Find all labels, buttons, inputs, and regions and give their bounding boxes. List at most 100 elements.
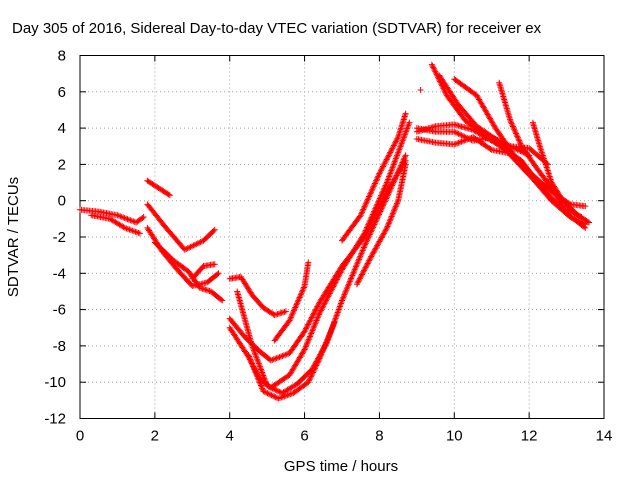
data-point	[305, 337, 312, 344]
data-point	[356, 254, 363, 261]
data-point	[512, 129, 519, 136]
data-point	[324, 336, 331, 343]
data-point	[378, 205, 385, 212]
data-point	[325, 293, 332, 300]
data-point	[373, 217, 380, 224]
data-point	[459, 132, 466, 139]
data-point	[304, 339, 311, 346]
data-point	[385, 191, 392, 198]
data-point	[215, 270, 222, 277]
x-tick-label: 12	[521, 428, 538, 445]
data-point	[373, 204, 380, 211]
data-point	[265, 383, 272, 390]
data-point	[391, 206, 398, 213]
data-point	[361, 265, 368, 272]
data-point	[389, 182, 396, 189]
data-point	[366, 192, 373, 199]
x-tick-label: 10	[446, 428, 463, 445]
data-point	[374, 214, 381, 221]
data-point	[357, 253, 364, 260]
data-point	[305, 320, 312, 327]
data-point	[320, 301, 327, 308]
data-point	[348, 275, 355, 282]
data-point	[364, 197, 371, 204]
data-point	[126, 226, 133, 233]
data-point	[385, 175, 392, 182]
data-point	[582, 203, 589, 210]
data-point	[292, 304, 299, 311]
data-point	[290, 307, 297, 314]
data-point	[301, 346, 308, 353]
data-point	[315, 311, 322, 318]
data-point	[253, 370, 260, 377]
data-point	[390, 143, 397, 150]
data-point	[366, 193, 373, 200]
y-tick-label: -6	[53, 302, 66, 319]
data-point	[390, 179, 397, 186]
series-track-9	[226, 157, 409, 364]
data-point	[365, 220, 372, 227]
data-point	[349, 271, 356, 278]
series-track-23	[496, 79, 589, 231]
data-point	[312, 320, 319, 327]
data-point	[308, 330, 315, 337]
data-point	[388, 167, 395, 174]
data-point	[336, 304, 343, 311]
data-point	[400, 158, 407, 165]
data-point	[336, 272, 343, 279]
data-point	[513, 131, 520, 138]
data-point	[366, 232, 373, 239]
data-point	[399, 137, 406, 144]
data-point	[374, 174, 381, 181]
data-point	[371, 221, 378, 228]
data-point	[394, 169, 401, 176]
data-point	[357, 212, 364, 219]
data-point	[166, 192, 173, 199]
data-point	[319, 348, 326, 355]
data-point	[347, 276, 354, 283]
data-point	[211, 226, 218, 233]
data-point	[219, 297, 226, 304]
data-point	[388, 146, 395, 153]
data-point	[360, 231, 367, 238]
data-point	[390, 209, 397, 216]
data-point	[305, 259, 312, 266]
data-point	[255, 376, 262, 383]
data-point	[184, 245, 191, 252]
data-point	[251, 348, 258, 355]
data-point	[337, 300, 344, 307]
data-point	[218, 296, 225, 303]
data-point	[362, 264, 369, 271]
data-point	[369, 186, 376, 193]
data-point	[125, 216, 132, 223]
data-point	[431, 67, 438, 74]
data-point	[373, 176, 380, 183]
data-point	[265, 390, 272, 397]
data-point	[364, 237, 371, 244]
data-point	[326, 330, 333, 337]
data-point	[404, 125, 411, 132]
series-track-22	[451, 76, 589, 210]
data-point	[367, 254, 374, 261]
data-point	[386, 173, 393, 180]
data-point	[357, 274, 364, 281]
data-point	[381, 183, 388, 190]
data-point	[303, 342, 310, 349]
data-point	[369, 250, 376, 257]
data-point	[390, 142, 397, 149]
data-point	[385, 222, 392, 229]
data-point	[305, 377, 312, 384]
data-point	[260, 373, 267, 380]
data-point	[400, 134, 407, 141]
series-track-11	[234, 152, 409, 397]
data-point	[454, 130, 461, 137]
data-point	[314, 316, 321, 323]
data-point	[292, 303, 299, 310]
data-point	[385, 220, 392, 227]
data-point	[389, 145, 396, 152]
data-point	[380, 162, 387, 169]
data-point	[259, 385, 266, 392]
data-point	[331, 280, 338, 287]
data-point	[359, 270, 366, 277]
data-point	[248, 359, 255, 366]
